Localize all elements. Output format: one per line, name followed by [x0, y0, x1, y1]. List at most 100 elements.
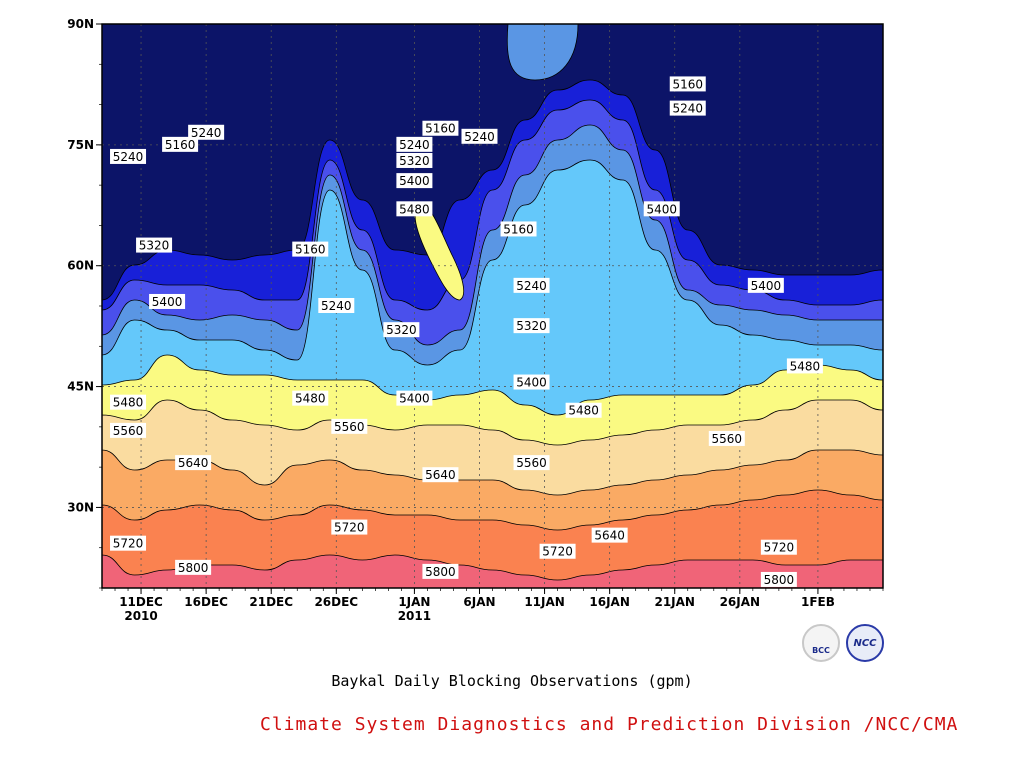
- contour-label-text: 5400: [751, 279, 782, 293]
- contour-label-box: [669, 100, 706, 116]
- x-tick-label: 21DEC: [249, 595, 293, 609]
- contour-label-box: [708, 430, 745, 446]
- contour-label-box: [110, 422, 147, 438]
- x-tick-label: 1JAN: [398, 595, 430, 609]
- contour-label-text: 5160: [672, 77, 703, 91]
- ncc-logo-text: NCC: [853, 638, 877, 649]
- contour-label: 5160: [422, 120, 459, 136]
- contour-label-text: 5240: [321, 299, 352, 313]
- x-tick-label: 11DEC: [119, 595, 163, 609]
- contour-label: 5480: [110, 394, 147, 410]
- contour-label-text: 5320: [139, 239, 170, 253]
- contour-label-box: [175, 559, 212, 575]
- contour-label-box: [513, 374, 550, 390]
- contour-label-box: [188, 124, 225, 140]
- contour-label-box: [747, 277, 784, 293]
- contour-label: 5720: [331, 519, 368, 535]
- ncc-logo: NCC: [846, 624, 884, 662]
- contour-label-text: 5160: [165, 138, 196, 152]
- contour-label-box: [513, 318, 550, 334]
- contour-label-text: 5160: [425, 122, 456, 136]
- contour-label-box: [149, 293, 186, 309]
- contour-label-text: 5640: [178, 456, 209, 470]
- contour-label: 5800: [175, 559, 212, 575]
- contour-label-box: [461, 128, 498, 144]
- contour-label-box: [760, 571, 797, 587]
- contour-label: 5720: [760, 539, 797, 555]
- x-tick-label: 16JAN: [589, 595, 630, 609]
- x-year-label: 2011: [398, 609, 431, 623]
- contour-label: 5320: [513, 318, 550, 334]
- contour-label-text: 5240: [113, 150, 144, 164]
- y-axis: 30N 45N 60N 75N 90N: [67, 17, 102, 589]
- contour-label-text: 5480: [790, 359, 821, 373]
- x-tick-label: 1FEB: [801, 595, 835, 609]
- contour-label: 5240: [110, 148, 147, 164]
- contour-label-text: 5480: [295, 392, 326, 406]
- contour-label-box: [591, 527, 628, 543]
- contour-label-box: [396, 152, 433, 168]
- contour-label-box: [539, 543, 576, 559]
- contour-label: 5160: [292, 241, 329, 257]
- contour-label-text: 5640: [594, 529, 625, 543]
- contour-label: 5400: [396, 390, 433, 406]
- y-tick-label: 90N: [67, 17, 94, 31]
- contour-label: 5720: [110, 535, 147, 551]
- contour-label: 5240: [318, 298, 355, 313]
- contour-label-text: 5400: [399, 174, 430, 188]
- contour-label-box: [500, 221, 537, 237]
- contour-label-text: 5400: [516, 376, 547, 390]
- contour-label-text: 5480: [568, 404, 599, 418]
- contour-label-text: 5480: [113, 396, 144, 410]
- contour-label-text: 5560: [516, 456, 547, 470]
- credit-line: Climate System Diagnostics and Predictio…: [260, 714, 959, 735]
- contour-label-text: 5240: [464, 130, 495, 144]
- contour-label: 5640: [591, 527, 628, 543]
- contour-label-box: [396, 201, 433, 217]
- band-5480-tongue: [414, 204, 465, 301]
- contour-label: 5160: [500, 221, 537, 237]
- x-tick-label: 26DEC: [314, 595, 358, 609]
- contour-label-text: 5400: [646, 202, 677, 216]
- contour-label-box: [292, 390, 329, 406]
- contour-label: 5400: [149, 293, 186, 309]
- contour-label-text: 5240: [516, 279, 547, 293]
- contour-label: 5480: [396, 201, 433, 217]
- contour-label: 5240: [188, 124, 225, 140]
- contour-label: 5640: [422, 467, 459, 483]
- x-tick-label: 16DEC: [184, 595, 228, 609]
- contour-label-box: [162, 136, 199, 152]
- contour-label-box: [513, 455, 550, 471]
- contour-label-box: [110, 148, 147, 164]
- contour-label-text: 5480: [399, 202, 430, 216]
- y-tick-label: 60N: [67, 259, 94, 273]
- x-tick-label: 11JAN: [524, 595, 565, 609]
- x-tick-label: 6JAN: [463, 595, 495, 609]
- contour-label-text: 5800: [425, 565, 456, 579]
- contour-label: 5560: [110, 422, 147, 438]
- contour-label: 5640: [175, 455, 212, 471]
- contour-label: 5320: [396, 152, 433, 168]
- contour-label-text: 5720: [542, 545, 573, 559]
- contour-label-text: 5720: [764, 541, 795, 555]
- x-year-label: 2010: [124, 609, 157, 623]
- contour-label-box: [292, 241, 329, 257]
- contour-label-text: 5320: [386, 323, 417, 337]
- contour-label-text: 5720: [334, 521, 365, 535]
- contour-label-box: [643, 201, 680, 217]
- contour-label: 5480: [565, 402, 602, 418]
- contour-label: 5240: [513, 277, 550, 293]
- bcc-logo: BCC: [802, 624, 840, 662]
- contour-label: 5320: [383, 322, 420, 338]
- contour-label-box: [396, 136, 433, 152]
- contour-label: 5400: [643, 201, 680, 217]
- contour-label-box: [331, 418, 368, 434]
- contour-label-text: 5240: [672, 102, 703, 116]
- contour-label-box: [396, 173, 433, 189]
- contour-bands: [102, 24, 883, 588]
- contour-label-text: 5560: [334, 420, 365, 434]
- contour-label-text: 5640: [425, 468, 456, 482]
- band-5320-lobe: [506, 24, 579, 81]
- contour-label: 5560: [331, 418, 368, 434]
